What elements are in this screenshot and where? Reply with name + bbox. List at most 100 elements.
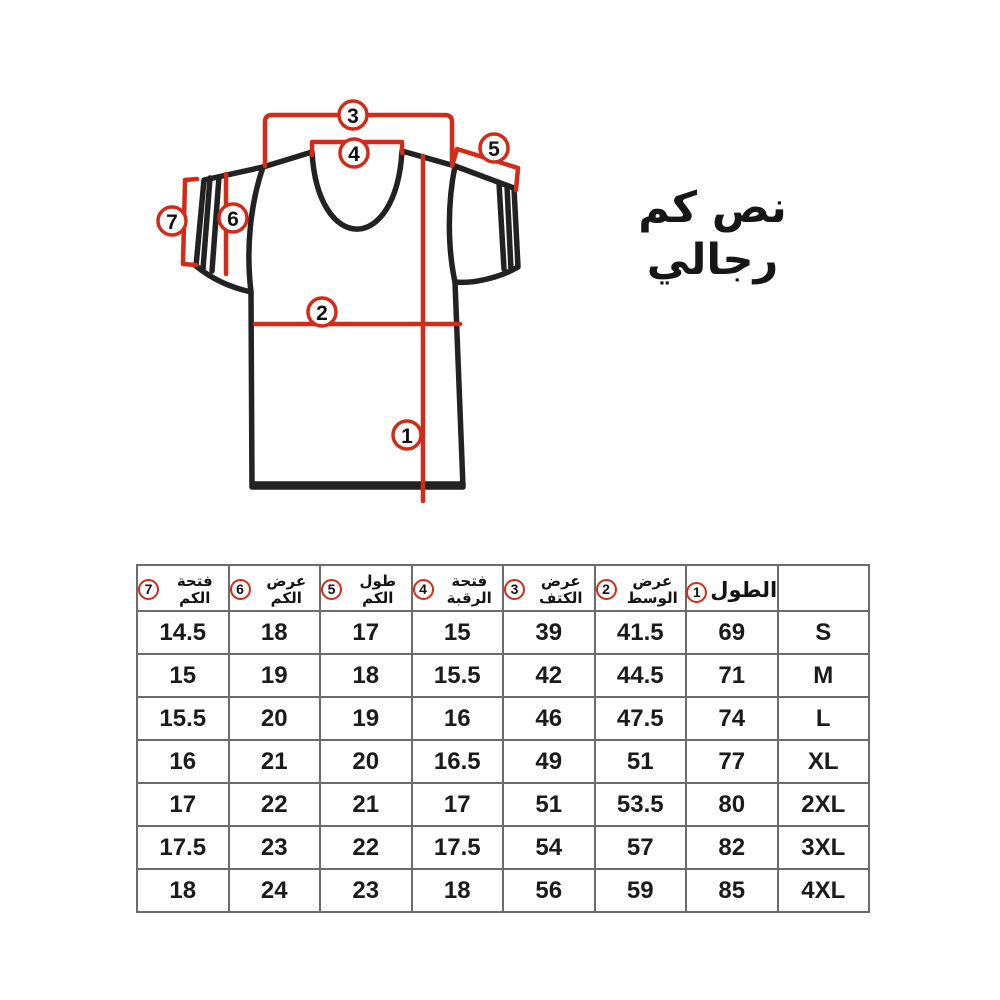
measurement-cell: 16 — [136, 739, 230, 784]
header-measure-badge: 6 — [229, 578, 251, 600]
tshirt-right-sleeve — [452, 163, 521, 286]
measurement-cell: 20 — [319, 739, 413, 784]
header-label: الطول — [710, 577, 778, 602]
measurement-cell: 59 — [593, 868, 687, 913]
table-row: 17 22 21 17 51 53.5 80 2XL — [136, 782, 870, 827]
table-header-cell: عرض الكتف 3 — [502, 564, 596, 612]
left-cuff-line-2 — [209, 174, 222, 274]
measure-marker-6: 6 — [217, 202, 249, 234]
measurement-cell: 21 — [319, 782, 413, 827]
size-label-cell: 3XL — [776, 825, 870, 870]
measurement-cell: 56 — [502, 868, 596, 913]
measurement-cell: 80 — [685, 782, 779, 827]
measurement-cell: 15 — [410, 610, 504, 655]
measurement-cell: 57 — [593, 825, 687, 870]
table-row: 14.5 18 17 15 39 41.5 69 S — [136, 610, 870, 655]
measure-marker-1: 1 — [391, 419, 423, 451]
measurement-cell: 49 — [502, 739, 596, 784]
measurement-cell: 69 — [685, 610, 779, 655]
size-label-cell: XL — [776, 739, 870, 784]
measurement-cell: 19 — [319, 696, 413, 741]
header-label: طول الكم — [359, 571, 397, 607]
header-label: عرض الكم — [266, 571, 307, 607]
svg-text:7: 7 — [166, 211, 178, 234]
header-label: عرض الكتف — [539, 571, 583, 607]
header-label: فتحة الرقبة — [446, 571, 492, 607]
measurement-cell: 74 — [685, 696, 779, 741]
header-measure-badge: 5 — [321, 578, 342, 600]
measurement-cell: 17 — [136, 782, 230, 827]
table-row: 17.5 23 22 17.5 54 57 82 3XL — [136, 825, 870, 870]
header-measure-badge: 4 — [412, 578, 434, 600]
header-measure-badge: 3 — [504, 578, 525, 600]
svg-text:3: 3 — [347, 105, 359, 128]
table-row: 15.5 20 19 16 46 47.5 74 L — [136, 696, 870, 741]
header-measure-badge: 7 — [138, 578, 159, 600]
measurement-cell: 39 — [502, 610, 596, 655]
table-header-cell: عرض الكم 6 — [227, 564, 321, 612]
measurement-cell: 46 — [502, 696, 596, 741]
measurement-cell: 77 — [685, 739, 779, 784]
measurement-cell: 18 — [136, 868, 230, 913]
measurement-cell: 16 — [410, 696, 504, 741]
measure-marker-2: 2 — [306, 296, 338, 328]
measurement-cell: 24 — [227, 868, 321, 913]
measurement-cell: 19 — [227, 653, 321, 698]
svg-text:4: 4 — [348, 143, 360, 166]
table-header-cell: طول الكم 5 — [319, 564, 413, 612]
measurement-cell: 71 — [685, 653, 779, 698]
measurement-cell: 82 — [685, 825, 779, 870]
measurement-cell: 18 — [410, 868, 504, 913]
tshirt-measurement-diagram: 1 2 3 4 5 6 7 — [156, 99, 521, 504]
measure-marker-4: 4 — [338, 137, 370, 169]
measurement-cell: 15 — [136, 653, 230, 698]
header-measure-badge: 2 — [595, 578, 617, 600]
measure-marker-7: 7 — [156, 205, 188, 237]
measurement-cell: 23 — [319, 868, 413, 913]
measurement-cell: 42 — [502, 653, 596, 698]
measurement-cell: 21 — [227, 739, 321, 784]
measurement-cell: 16.5 — [410, 739, 504, 784]
measurement-cell: 44.5 — [593, 653, 687, 698]
measurement-cell: 41.5 — [593, 610, 687, 655]
size-table: فتحة الكم 7 عرض الكم 6 طول الكم 5 فتحة الرقبة 4… — [136, 564, 870, 913]
measurement-cell: 18 — [319, 653, 413, 698]
measure-marker-5: 5 — [478, 132, 510, 164]
measurement-cell: 22 — [227, 782, 321, 827]
page-title: نص كم رجالي — [638, 183, 787, 285]
measurement-cell: 47.5 — [593, 696, 687, 741]
table-header-row: فتحة الكم 7 عرض الكم 6 طول الكم 5 فتحة الرقبة 4… — [136, 564, 870, 612]
measurement-cell: 17 — [410, 782, 504, 827]
table-row: 18 24 23 18 56 59 85 4XL — [136, 868, 870, 913]
table-header-cell-empty — [776, 564, 870, 612]
right-cuff-line-1 — [496, 180, 507, 272]
svg-text:2: 2 — [316, 302, 328, 325]
size-label-cell: M — [776, 653, 870, 698]
measurement-cell: 85 — [685, 868, 779, 913]
tshirt-outline — [193, 148, 521, 490]
measurement-cell: 18 — [227, 610, 321, 655]
measurement-cell: 17.5 — [410, 825, 504, 870]
measurement-cell: 22 — [319, 825, 413, 870]
measurement-cell: 20 — [227, 696, 321, 741]
measurement-cell: 23 — [227, 825, 321, 870]
size-label-cell: 2XL — [776, 782, 870, 827]
left-cuff-line-1 — [200, 175, 213, 272]
table-header-cell: فتحة الرقبة 4 — [410, 564, 504, 612]
header-label: عرض الوسط — [626, 571, 678, 607]
measurement-cell: 15.5 — [410, 653, 504, 698]
table-row: 16 21 20 16.5 49 51 77 XL — [136, 739, 870, 784]
table-header-cell: عرض الوسط 2 — [593, 564, 687, 612]
svg-text:1: 1 — [401, 425, 413, 448]
table-row: 15 19 18 15.5 42 44.5 71 M — [136, 653, 870, 698]
measurement-cell: 17.5 — [136, 825, 230, 870]
header-label: فتحة الكم — [176, 571, 213, 607]
size-label-cell: S — [776, 610, 870, 655]
table-header-cell: فتحة الكم 7 — [136, 564, 230, 612]
measurement-cell: 51 — [593, 739, 687, 784]
svg-text:6: 6 — [227, 208, 239, 231]
table-header-cell: الطول 1 — [685, 564, 779, 612]
tshirt-body — [246, 148, 466, 490]
measurement-cell: 15.5 — [136, 696, 230, 741]
